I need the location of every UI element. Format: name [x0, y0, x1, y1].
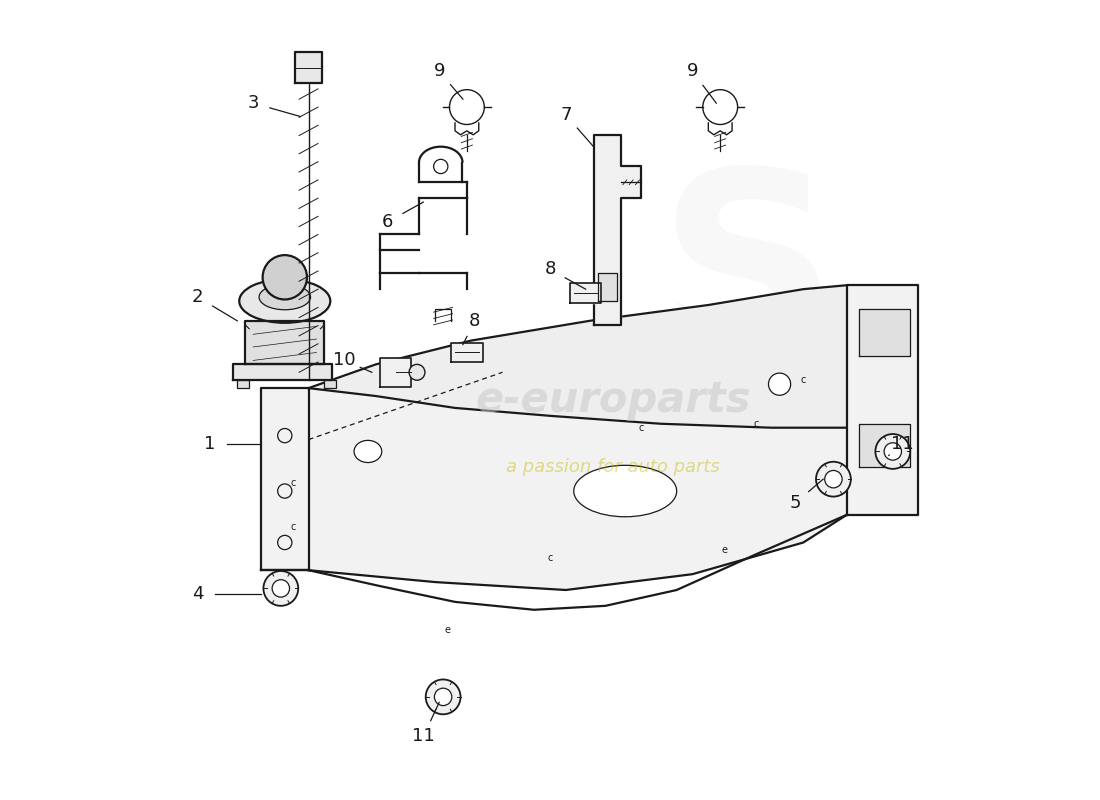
Polygon shape	[597, 274, 617, 301]
Circle shape	[434, 688, 452, 706]
Text: 11: 11	[412, 727, 434, 746]
Text: c: c	[548, 554, 552, 563]
Polygon shape	[233, 364, 332, 380]
Polygon shape	[295, 52, 322, 83]
Text: 5: 5	[790, 494, 801, 512]
Text: e-europarts: e-europarts	[475, 379, 751, 421]
Text: c: c	[801, 375, 806, 386]
Text: 8: 8	[544, 260, 556, 278]
Circle shape	[426, 679, 461, 714]
Circle shape	[272, 580, 289, 597]
Polygon shape	[570, 283, 602, 303]
Polygon shape	[847, 286, 918, 514]
Text: 3: 3	[248, 94, 258, 112]
Text: 7: 7	[560, 106, 572, 124]
Text: c: c	[638, 422, 644, 433]
Polygon shape	[859, 424, 910, 467]
Ellipse shape	[260, 285, 310, 310]
Ellipse shape	[240, 279, 330, 323]
Circle shape	[816, 462, 850, 497]
Polygon shape	[308, 286, 847, 428]
Text: 6: 6	[382, 213, 394, 231]
Circle shape	[876, 434, 910, 469]
Text: 2: 2	[192, 288, 204, 306]
Polygon shape	[379, 358, 411, 386]
Circle shape	[263, 255, 307, 299]
Text: e: e	[722, 546, 727, 555]
Circle shape	[409, 364, 425, 380]
Text: 4: 4	[192, 585, 204, 603]
Text: a passion for auto parts: a passion for auto parts	[506, 458, 720, 476]
Text: c: c	[754, 418, 759, 429]
Text: c: c	[290, 522, 296, 532]
Text: 1: 1	[204, 434, 216, 453]
Text: 9: 9	[686, 62, 698, 81]
Text: 11: 11	[891, 434, 914, 453]
Circle shape	[769, 373, 791, 395]
Text: S: S	[658, 160, 838, 402]
Polygon shape	[261, 388, 308, 570]
Polygon shape	[859, 309, 910, 357]
Text: c: c	[290, 478, 296, 488]
Circle shape	[433, 159, 448, 174]
Ellipse shape	[354, 440, 382, 462]
Ellipse shape	[574, 466, 676, 517]
Polygon shape	[594, 134, 641, 325]
Polygon shape	[308, 388, 847, 590]
Circle shape	[884, 442, 902, 460]
Text: 8: 8	[469, 312, 481, 330]
Polygon shape	[451, 342, 483, 362]
Bar	[324, 380, 337, 388]
Circle shape	[825, 470, 843, 488]
Text: 9: 9	[433, 62, 444, 81]
Text: 10: 10	[333, 351, 355, 370]
Circle shape	[263, 571, 298, 606]
Text: e: e	[444, 625, 450, 634]
Bar	[238, 380, 250, 388]
Polygon shape	[245, 321, 324, 364]
